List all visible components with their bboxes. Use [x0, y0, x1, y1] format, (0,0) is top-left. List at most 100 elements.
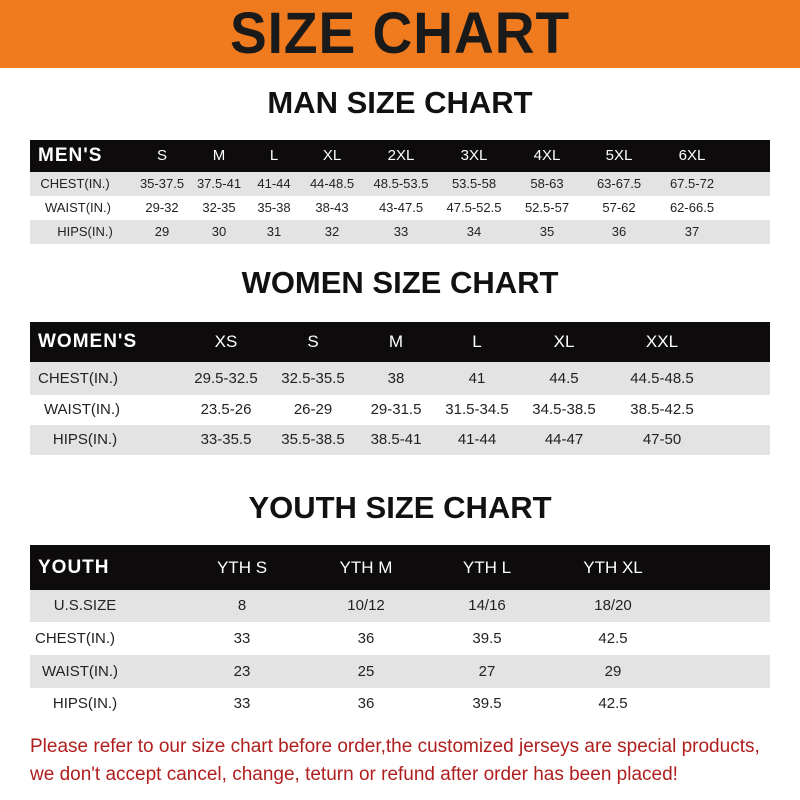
table-row: HIPS(IN.) 29 30 31 32 33 34 35 36 37: [30, 220, 770, 244]
row-label: HIPS(IN.): [57, 224, 113, 239]
size-header: L: [472, 332, 482, 351]
table-cell: 10/12: [347, 597, 385, 614]
table-row: U.S.SIZE 8 10/12 14/16 18/20: [30, 590, 770, 622]
table-cell: 39.5: [472, 695, 502, 712]
note-line-2: we don't accept cancel, change, teturn o…: [30, 764, 678, 785]
table-row: CHEST(IN.) 35-37.5 37.5-41 41-44 44-48.5 48.5…: [30, 172, 770, 196]
men-size-table: MEN'S S M L XL 2XL 3XL 4XL 5XL 6XL CHEST(IN.) 35-37…: [30, 140, 770, 244]
table-cell: 38.5-41: [370, 431, 422, 448]
row-label: CHEST(IN.): [40, 176, 110, 191]
table-cell: 57-62: [602, 200, 636, 215]
size-header: S: [156, 147, 168, 164]
table-row: CHEST(IN.) 33 36 39.5 42.5: [30, 622, 770, 655]
size-header: S: [307, 332, 319, 351]
table-cell: 35: [539, 224, 555, 239]
table-cell: 44-47: [544, 431, 584, 448]
table-cell: 36: [611, 224, 627, 239]
table-cell: 38: [387, 370, 405, 387]
size-header: XS: [214, 332, 238, 351]
table-cell: 32: [324, 224, 340, 239]
table-cell: 33-35.5: [200, 431, 252, 448]
size-header: XL: [553, 332, 575, 351]
table-cell: 29.5-32.5: [194, 370, 258, 387]
table-cell: 36: [357, 630, 375, 647]
table-label: WOMEN'S: [38, 331, 138, 352]
table-cell: 41: [468, 370, 486, 387]
table-cell: 58-63: [530, 176, 564, 191]
size-header: 4XL: [533, 147, 561, 164]
disclaimer-note: Please refer to our size chart before or…: [30, 733, 780, 789]
row-label: CHEST(IN.): [38, 370, 118, 387]
youth-size-table: YOUTH YTH S YTH M YTH L YTH XL U.S.SIZE 8 10/12…: [30, 545, 770, 720]
size-header: 6XL: [678, 147, 706, 164]
row-label: HIPS(IN.): [52, 431, 118, 448]
table-cell: 34.5-38.5: [532, 401, 596, 418]
banner-title: SIZE CHART: [229, 1, 571, 66]
size-header: L: [269, 147, 279, 164]
table-row: WAIST(IN.) 23 25 27 29: [30, 655, 770, 688]
row-label: WAIST(IN.): [43, 401, 121, 418]
table-cell: 35.5-38.5: [281, 431, 345, 448]
header-row: MEN'S S M L XL 2XL 3XL 4XL 5XL 6XL: [30, 140, 770, 172]
table-cell: 33: [393, 224, 409, 239]
table-cell: 44.5-48.5: [630, 370, 694, 387]
table-label: YOUTH: [38, 557, 110, 578]
women-chart-title: WOMEN SIZE CHART: [241, 265, 559, 300]
table-row: HIPS(IN.) 33-35.5 35.5-38.5 38.5-41 41-44 44-…: [30, 425, 770, 455]
table-cell: 31: [266, 224, 282, 239]
size-header: XL: [322, 147, 342, 164]
table-row: HIPS(IN.) 33 36 39.5 42.5: [30, 688, 770, 720]
table-cell: 34: [466, 224, 482, 239]
table-cell: 62-66.5: [669, 200, 715, 215]
table-cell: 14/16: [468, 597, 506, 614]
row-label: HIPS(IN.): [52, 695, 118, 712]
table-cell: 32.5-35.5: [281, 370, 345, 387]
table-row: CHEST(IN.) 29.5-32.5 32.5-35.5 38 41 44.5 44.5…: [30, 362, 770, 395]
table-cell: 35-38: [257, 200, 291, 215]
row-label: CHEST(IN.): [35, 630, 115, 647]
table-row: WAIST(IN.) 23.5-26 26-29 29-31.5 31.5-34.5 34…: [30, 395, 770, 425]
table-cell: 18/20: [594, 597, 632, 614]
table-cell: 29: [154, 224, 170, 239]
table-cell: 29-31.5: [370, 401, 422, 418]
table-cell: 37.5-41: [196, 176, 242, 191]
table-cell: 25: [357, 663, 375, 680]
table-cell: 36: [357, 695, 375, 712]
table-cell: 44-48.5: [309, 176, 355, 191]
row-label: WAIST(IN.): [41, 663, 119, 680]
table-cell: 41-44: [457, 431, 497, 448]
size-header: 2XL: [387, 147, 415, 164]
row-label: WAIST(IN.): [45, 200, 111, 215]
table-cell: 33: [233, 695, 251, 712]
table-cell: 35-37.5: [139, 176, 185, 191]
table-row: WAIST(IN.) 29-32 32-35 35-38 38-43 43-47.5 47.…: [30, 196, 770, 220]
table-cell: 32-35: [202, 200, 236, 215]
size-header: YTH L: [462, 558, 512, 577]
table-cell: 38-43: [315, 200, 349, 215]
women-size-table: WOMEN'S XS S M L XL XXL CHEST(IN.) 29.5-32.5 32.5…: [30, 322, 770, 455]
table-cell: 53.5-58: [451, 176, 497, 191]
table-cell: 47.5-52.5: [446, 200, 502, 215]
table-cell: 52.5-57: [524, 200, 570, 215]
table-cell: 43-47.5: [378, 200, 424, 215]
size-header: YTH M: [339, 558, 393, 577]
table-cell: 44.5: [549, 370, 579, 387]
size-header: M: [212, 147, 226, 164]
men-chart-title: MAN SIZE CHART: [267, 85, 533, 120]
table-cell: 26-29: [293, 401, 333, 418]
banner: SIZE CHART: [0, 0, 800, 68]
table-cell: 29: [604, 663, 622, 680]
table-cell: 67.5-72: [669, 176, 715, 191]
size-header: M: [388, 332, 404, 351]
table-cell: 37: [684, 224, 700, 239]
table-cell: 31.5-34.5: [445, 401, 509, 418]
table-cell: 29-32: [145, 200, 179, 215]
size-header: 3XL: [460, 147, 488, 164]
table-cell: 38.5-42.5: [630, 401, 694, 418]
size-header: 5XL: [605, 147, 633, 164]
youth-chart-title: YOUTH SIZE CHART: [248, 490, 552, 525]
table-cell: 27: [478, 663, 496, 680]
table-cell: 23: [233, 663, 251, 680]
table-cell: 41-44: [257, 176, 291, 191]
table-cell: 23.5-26: [200, 401, 252, 418]
